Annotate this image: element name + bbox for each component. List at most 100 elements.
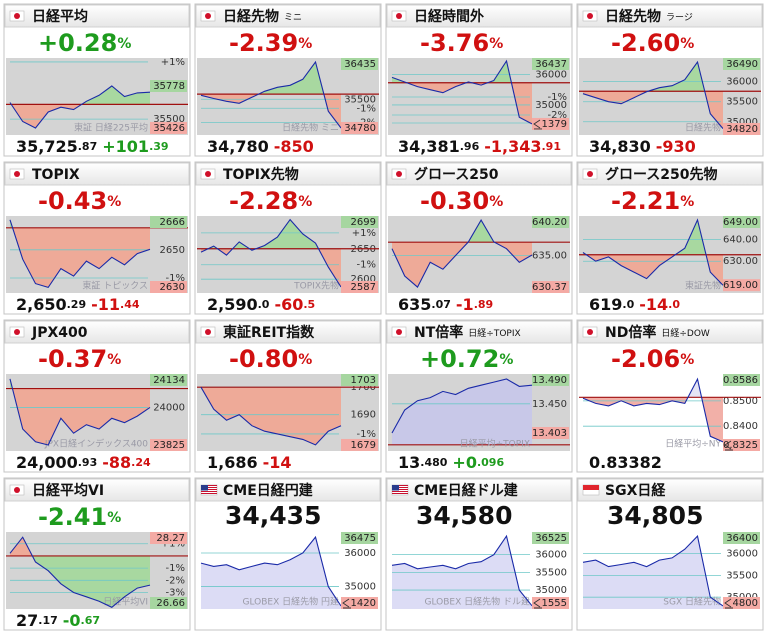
- y-tick-label: 35000: [535, 585, 567, 596]
- flag-canton: [201, 485, 208, 491]
- tile-header: [577, 320, 763, 344]
- tile-title: 日経先物 ミニ: [223, 8, 302, 25]
- y-tick-label: 0.8500: [723, 396, 758, 407]
- delta-part: .096: [477, 456, 504, 469]
- delta-part: -930: [656, 137, 696, 156]
- price-line: [582, 60, 724, 129]
- delta-part: .89: [474, 298, 494, 311]
- flag-stripe: [392, 491, 408, 492]
- y-tick-label: -2%: [166, 575, 185, 586]
- title-text: SGX日経: [605, 482, 666, 499]
- delta-part: -88: [102, 453, 131, 472]
- subtitle: 日経÷DOW: [661, 327, 710, 339]
- price-line: [200, 60, 342, 129]
- high-label: 1703: [351, 375, 376, 386]
- flag-sun: [396, 13, 402, 19]
- watermark: 日経先物 ミニ: [282, 122, 339, 134]
- tile-header: [577, 4, 763, 28]
- delta-part: -60: [274, 295, 303, 314]
- change-unit: %: [489, 194, 503, 210]
- price: 24,000.93 -88.24: [16, 453, 151, 472]
- delta-part: -850: [274, 137, 314, 156]
- delta-part: +0: [452, 453, 477, 472]
- tile-title: JPX400: [31, 325, 88, 341]
- price-line: [582, 377, 724, 443]
- flag-canton: [392, 485, 399, 491]
- title-text: TOPIX先物: [223, 166, 299, 183]
- change-unit: %: [680, 352, 694, 368]
- price-line: [391, 219, 533, 288]
- watermark: 東証 日経225平均: [74, 122, 148, 134]
- high-box: [532, 374, 569, 386]
- high-box: [150, 216, 187, 228]
- tile-header: [195, 162, 381, 186]
- change-percent: -0.37%: [38, 345, 121, 373]
- tile-title: CME日経円建: [223, 482, 313, 499]
- title-text: 日経平均VI: [32, 482, 104, 499]
- change-percent: -2.28%: [229, 187, 312, 215]
- quote: 34,435: [225, 501, 321, 530]
- title-text: ND倍率: [605, 324, 656, 341]
- high-label: 36435: [344, 59, 376, 70]
- area-above: [392, 61, 512, 83]
- delta-part: +101: [102, 137, 149, 156]
- high-box: [723, 532, 760, 544]
- area-above: [10, 537, 33, 556]
- flag-stripe: [201, 487, 217, 488]
- area-below: [10, 104, 150, 128]
- tile-header: [195, 478, 381, 502]
- price-part: 1,686: [207, 453, 258, 472]
- y-tick-label: -3%: [166, 587, 185, 598]
- tile-header: [195, 4, 381, 28]
- change-unit: %: [107, 194, 121, 210]
- high-label: 35778: [153, 81, 185, 92]
- title-text: 日経先物: [223, 8, 279, 25]
- price-line: [582, 218, 724, 286]
- price-part: .93: [78, 456, 98, 469]
- tile-header: [386, 4, 572, 28]
- delta-part: .0: [668, 298, 680, 311]
- delta-part: -0: [63, 611, 81, 630]
- flag-sun: [205, 171, 211, 177]
- delta-part: -14: [639, 295, 668, 314]
- delta-part: .39: [149, 140, 169, 153]
- high-box: [532, 532, 569, 544]
- delta-part: .24: [131, 456, 151, 469]
- low-label: 13.403: [532, 428, 567, 439]
- tile-header: [386, 478, 572, 502]
- tile-header: [195, 320, 381, 344]
- change-percent: -2.60%: [611, 29, 694, 57]
- flag: [200, 484, 218, 496]
- high-box: [150, 374, 187, 386]
- low-label: 34780: [344, 123, 376, 134]
- tile-title: SGX日経: [605, 482, 666, 499]
- area-below: [392, 82, 532, 124]
- change-unit: %: [680, 194, 694, 210]
- price-part: 13: [398, 453, 420, 472]
- change-value: -2.39: [229, 29, 298, 57]
- watermark: 日経平均÷NY: [665, 438, 721, 450]
- area-fill: [583, 536, 723, 609]
- price: 2,590.0 -60.5: [207, 295, 315, 314]
- low-box: [150, 597, 187, 609]
- price-line: [582, 534, 724, 607]
- watermark: TOPIX先物: [293, 280, 339, 292]
- y-tick-label: 35500: [726, 570, 758, 581]
- price-part: .29: [67, 298, 87, 311]
- low-label: 23825: [153, 440, 185, 451]
- flag-sun: [205, 329, 211, 335]
- change-unit: %: [680, 36, 694, 52]
- watermark: 日経先物: [685, 122, 721, 134]
- tile-title: グロース250先物: [605, 166, 718, 183]
- y-tick-label: -1%: [166, 273, 185, 284]
- low-box: [341, 121, 378, 134]
- price-part: 2,650: [16, 295, 67, 314]
- y-tick-label: 630.00: [723, 256, 758, 267]
- title-text: TOPIX: [32, 167, 80, 183]
- y-tick-label: 36000: [726, 549, 758, 560]
- flag: [391, 10, 407, 22]
- tile-title: 日経時間外: [414, 8, 484, 25]
- title-text: NT倍率: [414, 324, 463, 341]
- low-box: [341, 597, 378, 609]
- y-tick-label: 13.450: [532, 399, 567, 410]
